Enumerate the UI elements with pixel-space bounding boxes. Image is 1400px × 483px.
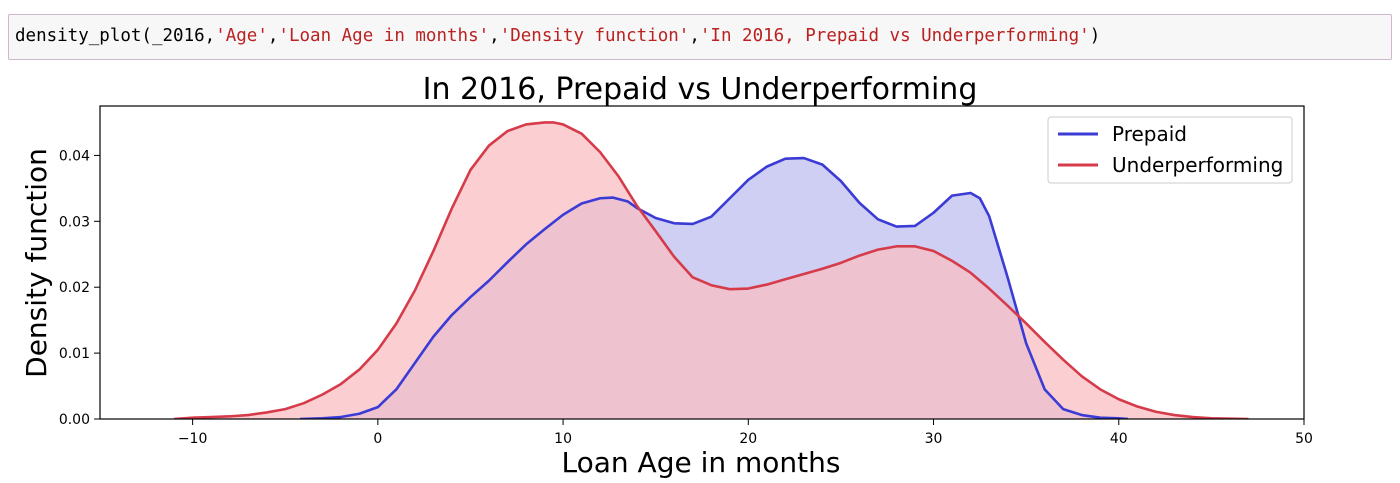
- x-tick-label: 10: [554, 431, 572, 447]
- density-line-prepaid: [300, 156, 1129, 419]
- legend-box: [1047, 116, 1293, 184]
- x-axis-label: Loan Age in months: [562, 446, 841, 479]
- code-string-token: 'Loan Age in months': [278, 26, 490, 46]
- code-token: density_plot(_2016,: [15, 26, 216, 46]
- legend: Prepaid Underperforming: [1047, 116, 1293, 184]
- code-line[interactable]: density_plot(_2016,'Age','Loan Age in mo…: [15, 26, 1100, 46]
- y-tick-label: 0.00: [59, 412, 90, 428]
- code-token: ,: [489, 26, 500, 46]
- code-cell[interactable]: density_plot(_2016,'Age','Loan Age in mo…: [8, 14, 1392, 60]
- x-tick-label: −10: [178, 431, 208, 447]
- axes-frame: [99, 105, 1305, 420]
- code-string-token: 'Age': [215, 26, 268, 46]
- legend-label-prepaid: Prepaid: [1112, 122, 1187, 146]
- density-fill-underperforming: [174, 122, 1249, 419]
- chart-title: In 2016, Prepaid vs Underperforming: [423, 72, 978, 107]
- density-line-underperforming: [173, 121, 1249, 419]
- y-tick-label: 0.02: [59, 280, 90, 296]
- y-tick-label: 0.04: [59, 148, 90, 164]
- y-tick-label: 0.01: [59, 346, 90, 362]
- code-string-token: 'Density function': [499, 26, 690, 46]
- x-tick-label: 30: [925, 431, 943, 447]
- code-token: ): [1089, 26, 1101, 46]
- y-tick-label: 0.03: [59, 214, 90, 230]
- y-axis-label: Density function: [20, 148, 53, 378]
- code-token: ,: [267, 26, 279, 46]
- x-tick-label: 0: [373, 431, 382, 447]
- code-string-token: 'In 2016, Prepaid vs Underperforming': [699, 26, 1090, 46]
- x-tick-label: 50: [1295, 431, 1313, 447]
- x-tick-label: 40: [1110, 431, 1128, 447]
- x-tick-label: 20: [739, 431, 757, 447]
- density-plot: In 2016, Prepaid vs Underperforming −10 0…: [20, 72, 1313, 479]
- code-token: ,: [689, 26, 700, 46]
- legend-label-underperforming: Underperforming: [1112, 153, 1283, 177]
